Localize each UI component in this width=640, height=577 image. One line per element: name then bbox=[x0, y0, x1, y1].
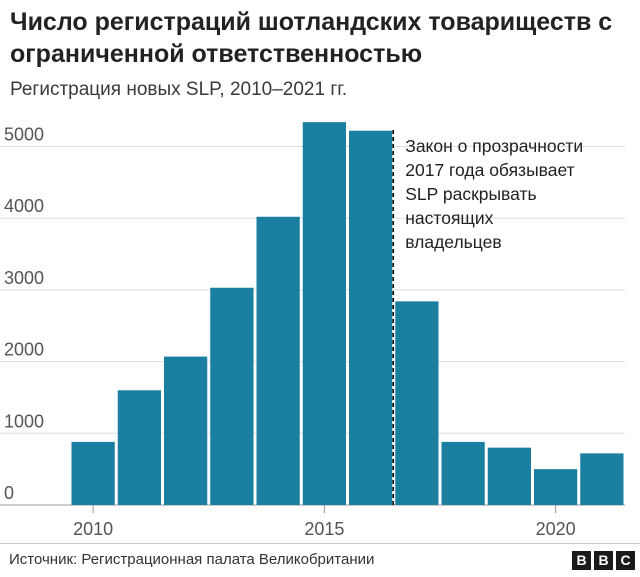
bar-2014 bbox=[256, 216, 300, 505]
y-tick-label-5000: 5000 bbox=[4, 125, 44, 145]
annotation-line-4: настоящих bbox=[405, 208, 493, 228]
bar-2013 bbox=[210, 287, 254, 505]
bar-chart: 0 1000 2000 3000 4000 5000 2010 2015 2020 Закон… bbox=[0, 122, 625, 539]
bar-2011 bbox=[117, 390, 161, 505]
source-text: Источник: Регистрационная палата Великоб… bbox=[9, 551, 375, 568]
footer-divider bbox=[0, 543, 640, 544]
x-tick-label-2010: 2010 bbox=[73, 519, 113, 539]
bar-2017 bbox=[395, 301, 439, 505]
x-tick-label-2015: 2015 bbox=[304, 519, 344, 539]
bar-2010 bbox=[71, 441, 115, 505]
bar-2012 bbox=[164, 356, 208, 505]
y-tick-label-0: 0 bbox=[4, 483, 14, 503]
bbc-logo: B B C bbox=[572, 551, 635, 570]
bar-2015 bbox=[302, 122, 346, 505]
bar-2019 bbox=[487, 447, 531, 505]
y-tick-label-2000: 2000 bbox=[4, 340, 44, 360]
annotation-line-1: Закон о прозрачности bbox=[405, 136, 583, 156]
logo-letter-b1: B bbox=[572, 551, 591, 570]
bar-2021 bbox=[580, 453, 624, 505]
y-tick-label-3000: 3000 bbox=[4, 268, 44, 288]
logo-letter-b2: B bbox=[594, 551, 613, 570]
logo-letter-c: C bbox=[616, 551, 635, 570]
annotation-line-2: 2017 года обязывает bbox=[405, 160, 574, 180]
bar-2016 bbox=[349, 130, 393, 506]
y-tick-label-4000: 4000 bbox=[4, 196, 44, 216]
annotation-line-5: владельцев bbox=[405, 232, 501, 252]
bar-2018 bbox=[441, 441, 485, 505]
chart-title: Число регистраций шотландских товарищест… bbox=[10, 8, 613, 68]
bar-2020 bbox=[534, 469, 578, 505]
y-tick-label-1000: 1000 bbox=[4, 411, 44, 431]
x-tick-label-2020: 2020 bbox=[536, 519, 576, 539]
chart-subtitle: Регистрация новых SLP, 2010–2021 гг. bbox=[10, 79, 348, 100]
annotation-line-3: SLP раскрывать bbox=[405, 184, 536, 204]
